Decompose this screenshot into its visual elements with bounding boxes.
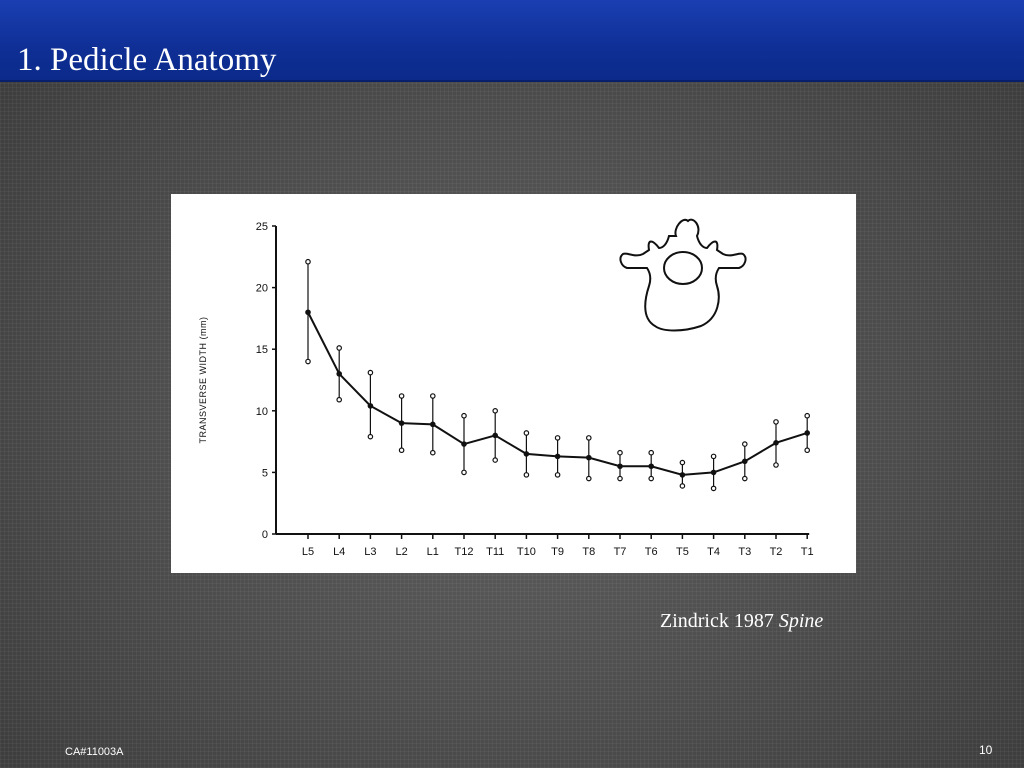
error-bar-cap-lower [585,475,592,482]
title-bar: 1. Pedicle Anatomy [0,0,1024,82]
error-bar-cap-lower [554,472,561,478]
x-tick-label: T9 [551,546,564,558]
x-tick-label: L5 [302,546,314,558]
data-point [554,453,561,460]
error-bar-cap-lower [741,475,748,482]
x-tick-label: L3 [364,546,376,558]
x-tick-label: T4 [707,546,720,558]
error-bar-cap-upper [461,412,467,419]
error-bar-cap-upper [585,435,592,441]
x-tick-label: L1 [427,546,439,558]
error-bar-cap-upper [336,345,343,351]
data-point [648,463,654,470]
data-point [398,420,405,426]
error-bar-cap-lower [429,449,436,456]
error-bar-cap-upper [617,449,623,456]
data-point [710,469,717,476]
x-tick-label: T5 [676,546,689,558]
error-bar-cap-upper [679,459,686,466]
y-tick-label: 25 [256,221,268,233]
x-tick-label: T11 [486,546,504,558]
error-bar-cap-lower [336,396,343,403]
data-point [430,421,436,428]
error-bar-cap-lower [367,433,374,440]
x-tick-label: T2 [770,546,783,558]
data-point [492,432,499,439]
data-point [461,441,467,447]
error-bar-cap-lower [773,462,779,468]
x-tick-label: L4 [333,546,345,558]
data-point [773,440,779,446]
error-bar-cap-upper [648,449,655,456]
x-tick-label: T3 [738,546,751,558]
data-point [742,458,748,465]
error-bar-cap-upper [429,393,436,399]
error-bar-cap-lower [492,457,499,463]
figure-caption: Zindrick 1987 Spine [660,608,823,634]
error-bar-cap-upper [554,435,561,441]
data-point [617,463,623,470]
y-tick-label: 15 [256,344,268,356]
data-point [804,430,810,436]
error-bar-cap-lower [398,447,405,454]
caption-journal: Spine [778,610,824,632]
vertebra-outline [619,218,747,332]
x-tick-label: T12 [455,546,474,558]
x-tick-label: T6 [645,546,658,558]
y-tick-label: 20 [256,283,268,295]
data-point [679,472,686,478]
error-bar-cap-lower [804,447,811,454]
slide-title: 1. Pedicle Anatomy [17,42,277,78]
chart-axes: 0 5 10 15 20 25 L5 L4 L3 L2 L1 T12 T11 T10 T9 T8 T7 T6 T5 T… [198,221,814,558]
error-bar-cap-upper [492,408,499,414]
y-tick-label: 5 [262,467,268,479]
data-point [586,454,592,461]
data-point [305,309,311,316]
chart-figure: 0 5 10 15 20 25 L5 L4 L3 L2 L1 T12 T11 T10 T9 T8 T7 T6 T5 T… [171,194,856,573]
data-point [523,451,530,457]
footer-code: CA#11003A [65,746,124,758]
y-tick-label: 0 [262,529,268,541]
error-bar-cap-upper [710,453,717,460]
page-number: 10 [979,743,993,757]
error-bar-cap-upper [741,441,748,447]
x-tick-label: T8 [582,546,595,558]
caption-text: Zindrick 1987 [660,610,779,632]
error-bar-cap-lower [648,475,655,482]
x-tick-label: T7 [614,546,627,558]
error-bar-cap-upper [773,419,779,425]
x-tick-label: L2 [395,546,407,558]
vertebra-illustration [619,218,747,332]
data-point [367,403,374,409]
y-axis-label: TRANSVERSE WIDTH (mm) [198,317,208,444]
error-bar-cap-upper [523,430,530,436]
error-bar-cap-lower [710,485,717,492]
error-bar-cap-upper [804,412,811,419]
error-bar-cap-lower [305,358,311,365]
x-tick-label: T1 [801,546,814,558]
error-bar-cap-upper [305,258,311,265]
y-tick-label: 10 [256,406,268,418]
error-bar-cap-lower [617,475,623,482]
error-bar-cap-lower [679,483,686,489]
error-bar-cap-upper [367,369,374,376]
data-point [336,371,342,377]
x-tick-label: T10 [517,546,536,558]
error-bar-cap-upper [398,393,405,399]
error-bar-cap-lower [461,469,467,476]
pedicle-width-chart: 0 5 10 15 20 25 L5 L4 L3 L2 L1 T12 T11 T10 T9 T8 T7 T6 T5 T… [198,218,814,558]
chart-marks [305,258,811,492]
vertebral-foramen [663,251,703,285]
error-bar-cap-lower [523,472,530,478]
